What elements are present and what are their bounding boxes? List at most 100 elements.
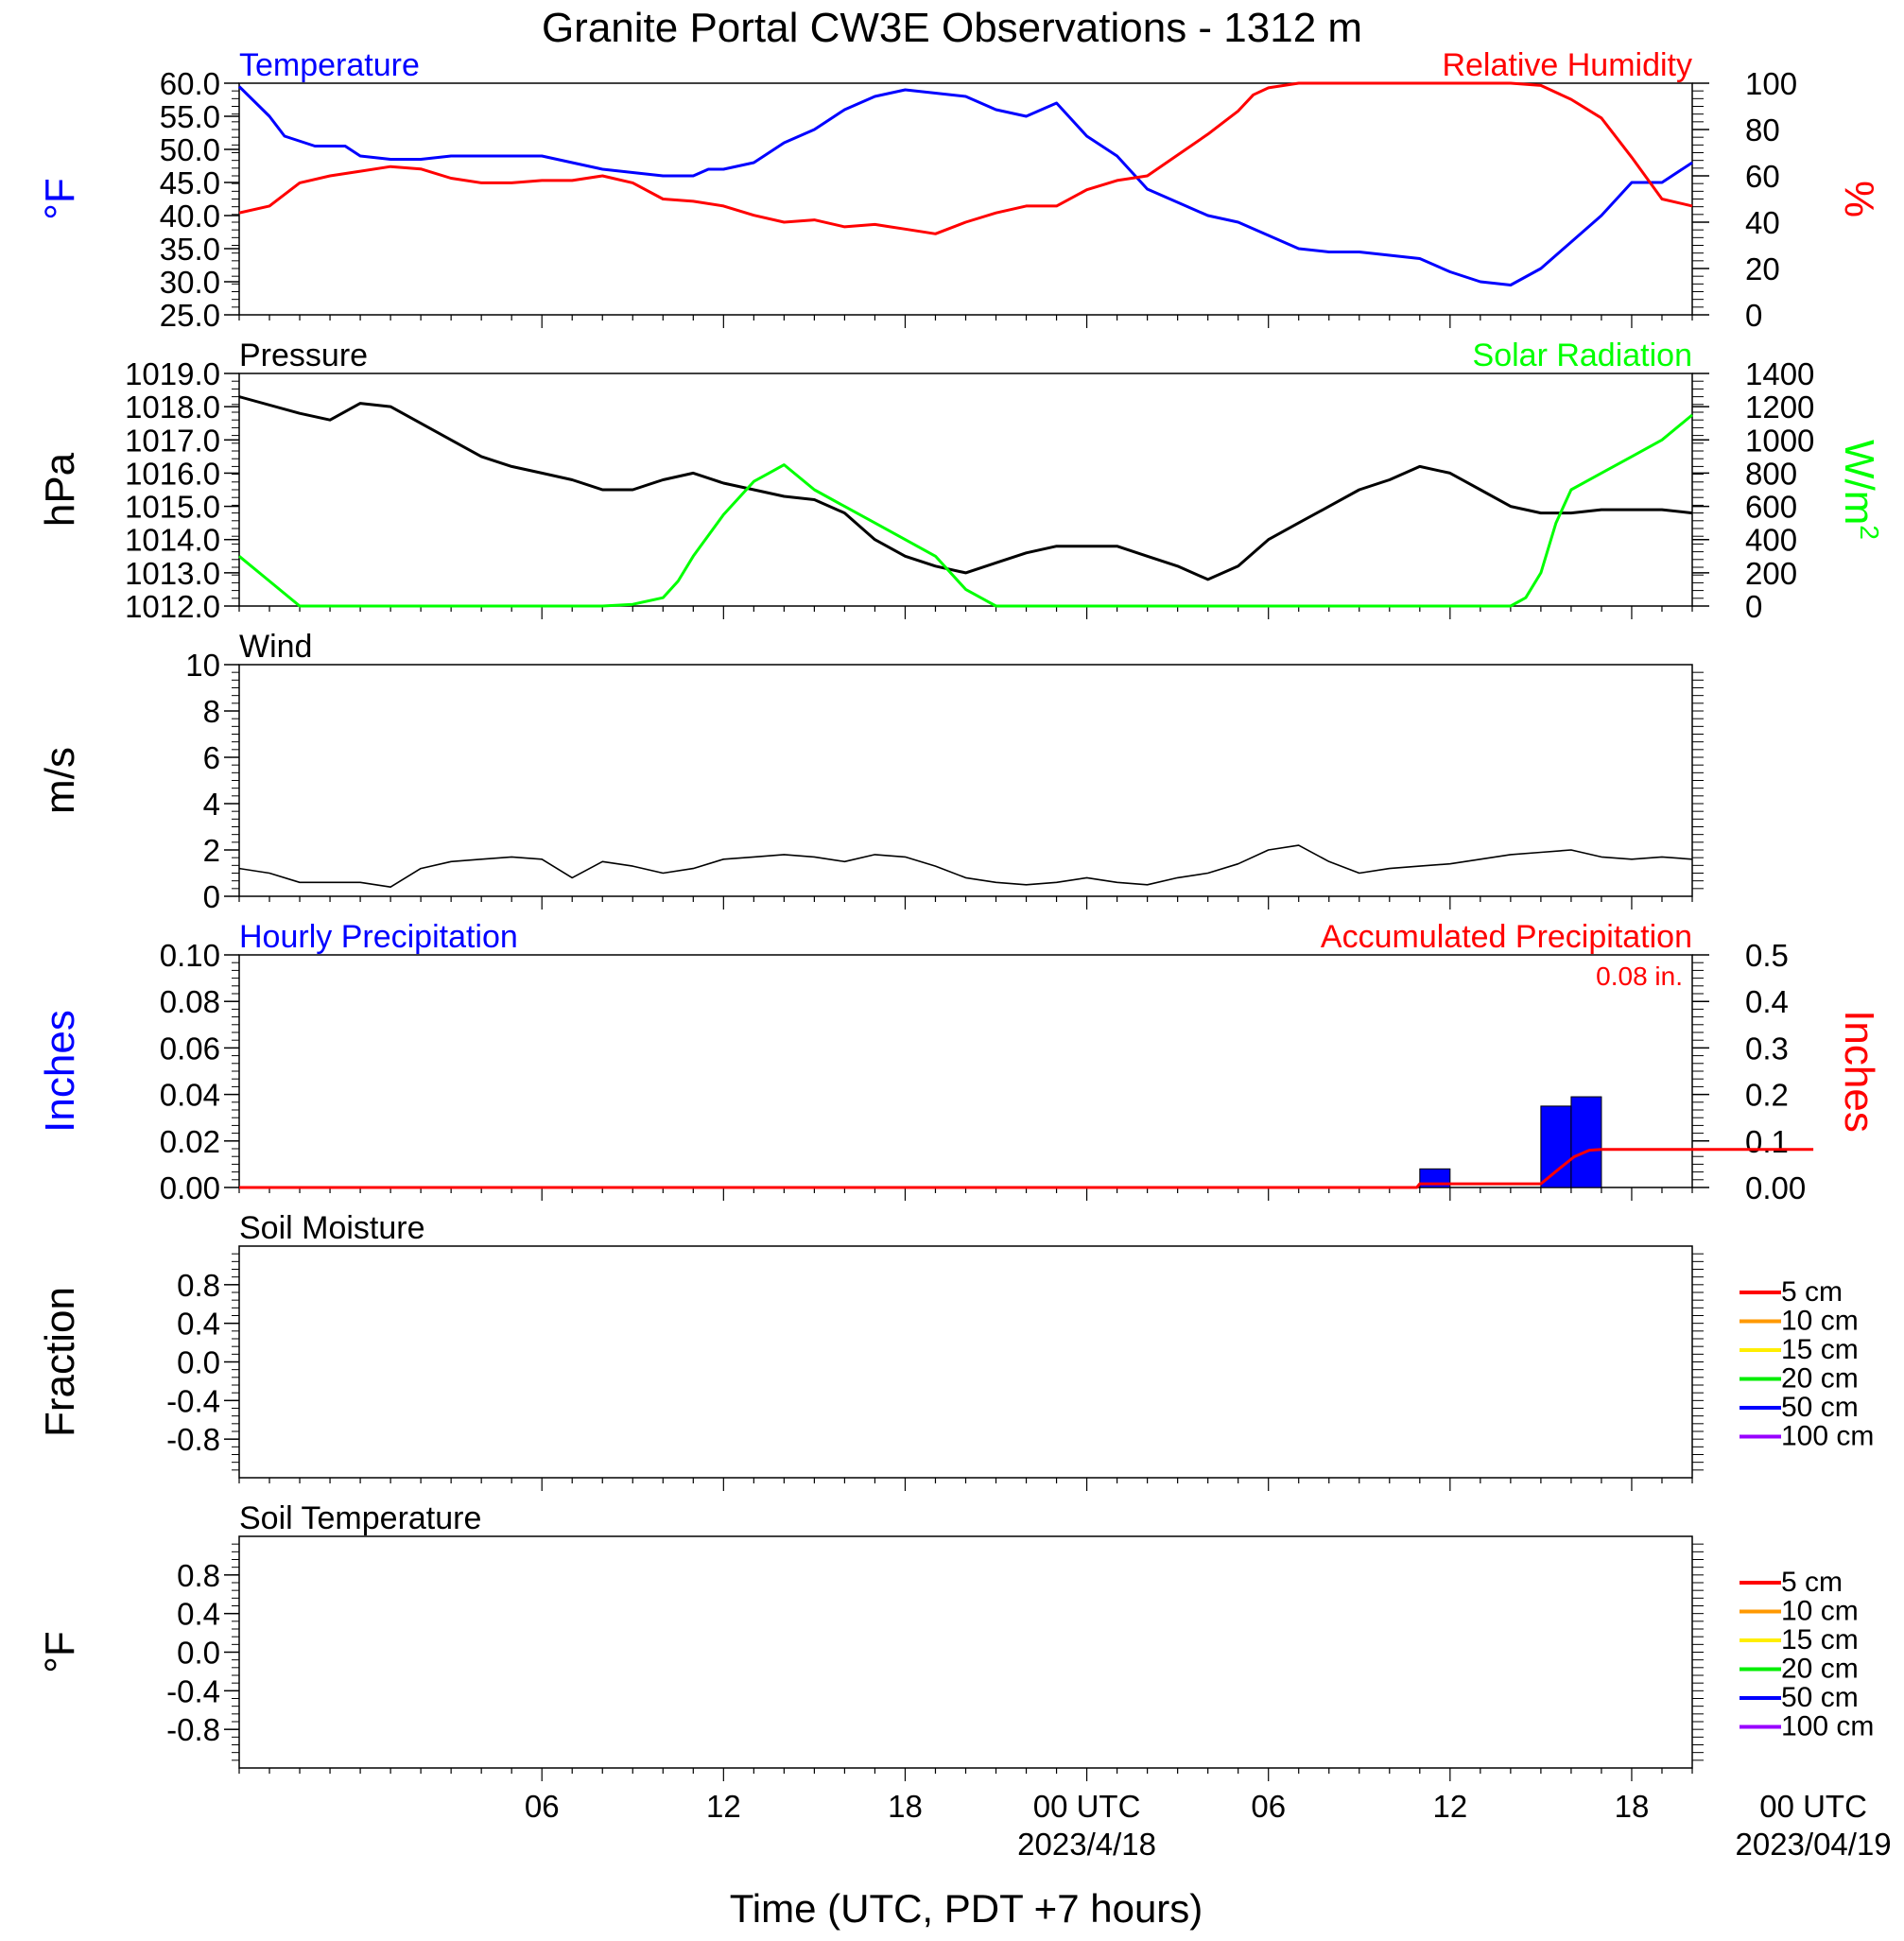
y-tick-label-left: 0.00 [160,1170,220,1205]
panel-pressure_solar: 1019.01018.01017.01016.01015.01014.01013… [37,338,1884,624]
y-tick-label-left: 4 [203,787,220,822]
y-tick-label-left: 50.0 [160,132,220,167]
y-tick-label-left: 1014.0 [125,523,220,558]
y-tick-label-left: 1016.0 [125,456,220,491]
y-tick-label-left: 1017.0 [125,423,220,458]
y-tick-label-left: 0.0 [177,1345,220,1380]
y-tick-label-right: 0.1 [1745,1124,1789,1159]
x-tick-label: 06 [1251,1789,1286,1824]
y-tick-label-right: 0 [1745,298,1762,333]
y-tick-label-left: 0.4 [177,1597,220,1632]
y-tick-label-right: 0.3 [1745,1031,1789,1066]
y-tick-label-left: 1012.0 [125,589,220,624]
y-tick-label-right: 0.4 [1745,984,1789,1019]
y-tick-label-right: 60 [1745,159,1780,194]
y-tick-label-left: 0.06 [160,1031,220,1066]
y-tick-label-right: 40 [1745,205,1780,240]
series-line-wind [238,844,1693,889]
precip-bar [1570,1096,1602,1188]
y-tick-label-left: -0.4 [166,1673,220,1708]
panel-wind: 10 8 6 4 2 0 Wind m/s [37,629,1704,914]
panel-title-left: Pressure [239,338,368,373]
y-tick-label-left: 25.0 [160,298,220,333]
x-tick-date: 2023/4/18 [1017,1827,1156,1862]
y-tick-label-right: 1200 [1745,390,1814,425]
y-tick-label-left: 40.0 [160,199,220,234]
y-tick-label-right: 20 [1745,251,1780,286]
legend-label: 15 cm [1781,1624,1859,1655]
y-tick-label-left: 0.8 [177,1268,220,1303]
y-tick-label-left: 0.02 [160,1124,220,1159]
x-axis-label: Time (UTC, PDT +7 hours) [730,1886,1203,1931]
panel-frame [238,954,1693,1188]
precip-total-label: 0.08 in. [1596,962,1683,991]
y-tick-label-left: -0.8 [166,1422,220,1457]
panel-title-right: Relative Humidity [1442,47,1692,83]
series-line-solar-radiation [238,413,1693,608]
y-tick-label-left: 60.0 [160,66,220,101]
y-axis-label-right: W/m2 [1836,440,1884,540]
y-tick-label-right: 0.5 [1745,938,1789,973]
y-tick-label-left: 2 [203,833,220,868]
x-tick-label: 12 [706,1789,741,1824]
legend-label: 5 cm [1781,1276,1843,1308]
panel-title-left: Soil Moisture [239,1210,425,1246]
y-tick-label-right: 80 [1745,113,1780,147]
y-tick-label-right: 100 [1745,66,1797,101]
y-axis-label-left: m/s [37,747,83,814]
y-tick-label-left: -0.8 [166,1712,220,1747]
y-axis-label-left: Inches [37,1010,83,1133]
y-tick-label-right: 200 [1745,556,1797,591]
y-tick-label-left: 35.0 [160,232,220,267]
y-tick-label-left: -0.4 [166,1383,220,1418]
panel-soil_moisture: 0.8 0.40.0-0.4 -0.8 Soil Moisture Fraction 5 … [37,1210,1874,1491]
y-tick-label-right: 400 [1745,523,1797,558]
y-axis-label-right: % [1836,181,1882,217]
legend-label: 100 cm [1781,1711,1874,1742]
legend-label: 5 cm [1781,1567,1843,1598]
panel-title-right: Accumulated Precipitation [1321,919,1692,955]
legend-label: 20 cm [1781,1654,1859,1685]
y-tick-label-left: 0.08 [160,984,220,1019]
series-line-pressure [238,395,1693,581]
series-line-relative-humidity [238,81,1693,235]
panel-title-left: Soil Temperature [239,1500,481,1536]
panel-temperature_humidity: 60.055.050.045.040.035.030.025.0 100 80 60 4… [37,47,1882,333]
y-tick-label-right: 0.2 [1745,1078,1789,1113]
y-tick-label-left: 1018.0 [125,390,220,425]
panel-frame [238,373,1693,607]
x-tick-date: 2023/04/19 [1735,1827,1891,1862]
panel-title-left: Hourly Precipitation [239,919,518,955]
series-line-accumulated-precipitation [239,1148,1814,1189]
y-tick-label-left: 0.10 [160,938,220,973]
y-tick-label-left: 0.0 [177,1636,220,1671]
panel-frame [238,1535,1693,1769]
y-tick-label-right: 600 [1745,490,1797,525]
y-axis-label-superscript: 2 [1855,525,1884,540]
y-tick-label-left: 30.0 [160,265,220,300]
y-tick-label-left: 10 [185,648,220,683]
y-tick-label-right: 1000 [1745,423,1814,458]
y-tick-label-right: 1400 [1745,356,1814,391]
y-tick-label-left: 0.04 [160,1078,220,1113]
y-tick-label-left: 0 [203,879,220,914]
y-axis-label-left: hPa [37,452,83,527]
precip-bar [1540,1105,1572,1188]
legend-label: 50 cm [1781,1682,1859,1713]
y-tick-label-left: 45.0 [160,165,220,200]
legend-label: 10 cm [1781,1306,1859,1337]
panel-title-left: Temperature [239,47,420,83]
x-tick-label: 18 [888,1789,923,1824]
x-tick-label: 00 UTC [1759,1789,1867,1824]
x-tick-label: 00 UTC [1033,1789,1141,1824]
y-axis-label-right: Inches [1836,1010,1882,1133]
legend-label: 10 cm [1781,1596,1859,1627]
y-axis-label-left: °F [37,178,83,219]
chart-title: Granite Portal CW3E Observations - 1312 … [542,5,1362,51]
panel-title-left: Wind [239,629,312,665]
panel-frame [238,1245,1693,1479]
y-tick-label-right: 0 [1745,589,1762,624]
